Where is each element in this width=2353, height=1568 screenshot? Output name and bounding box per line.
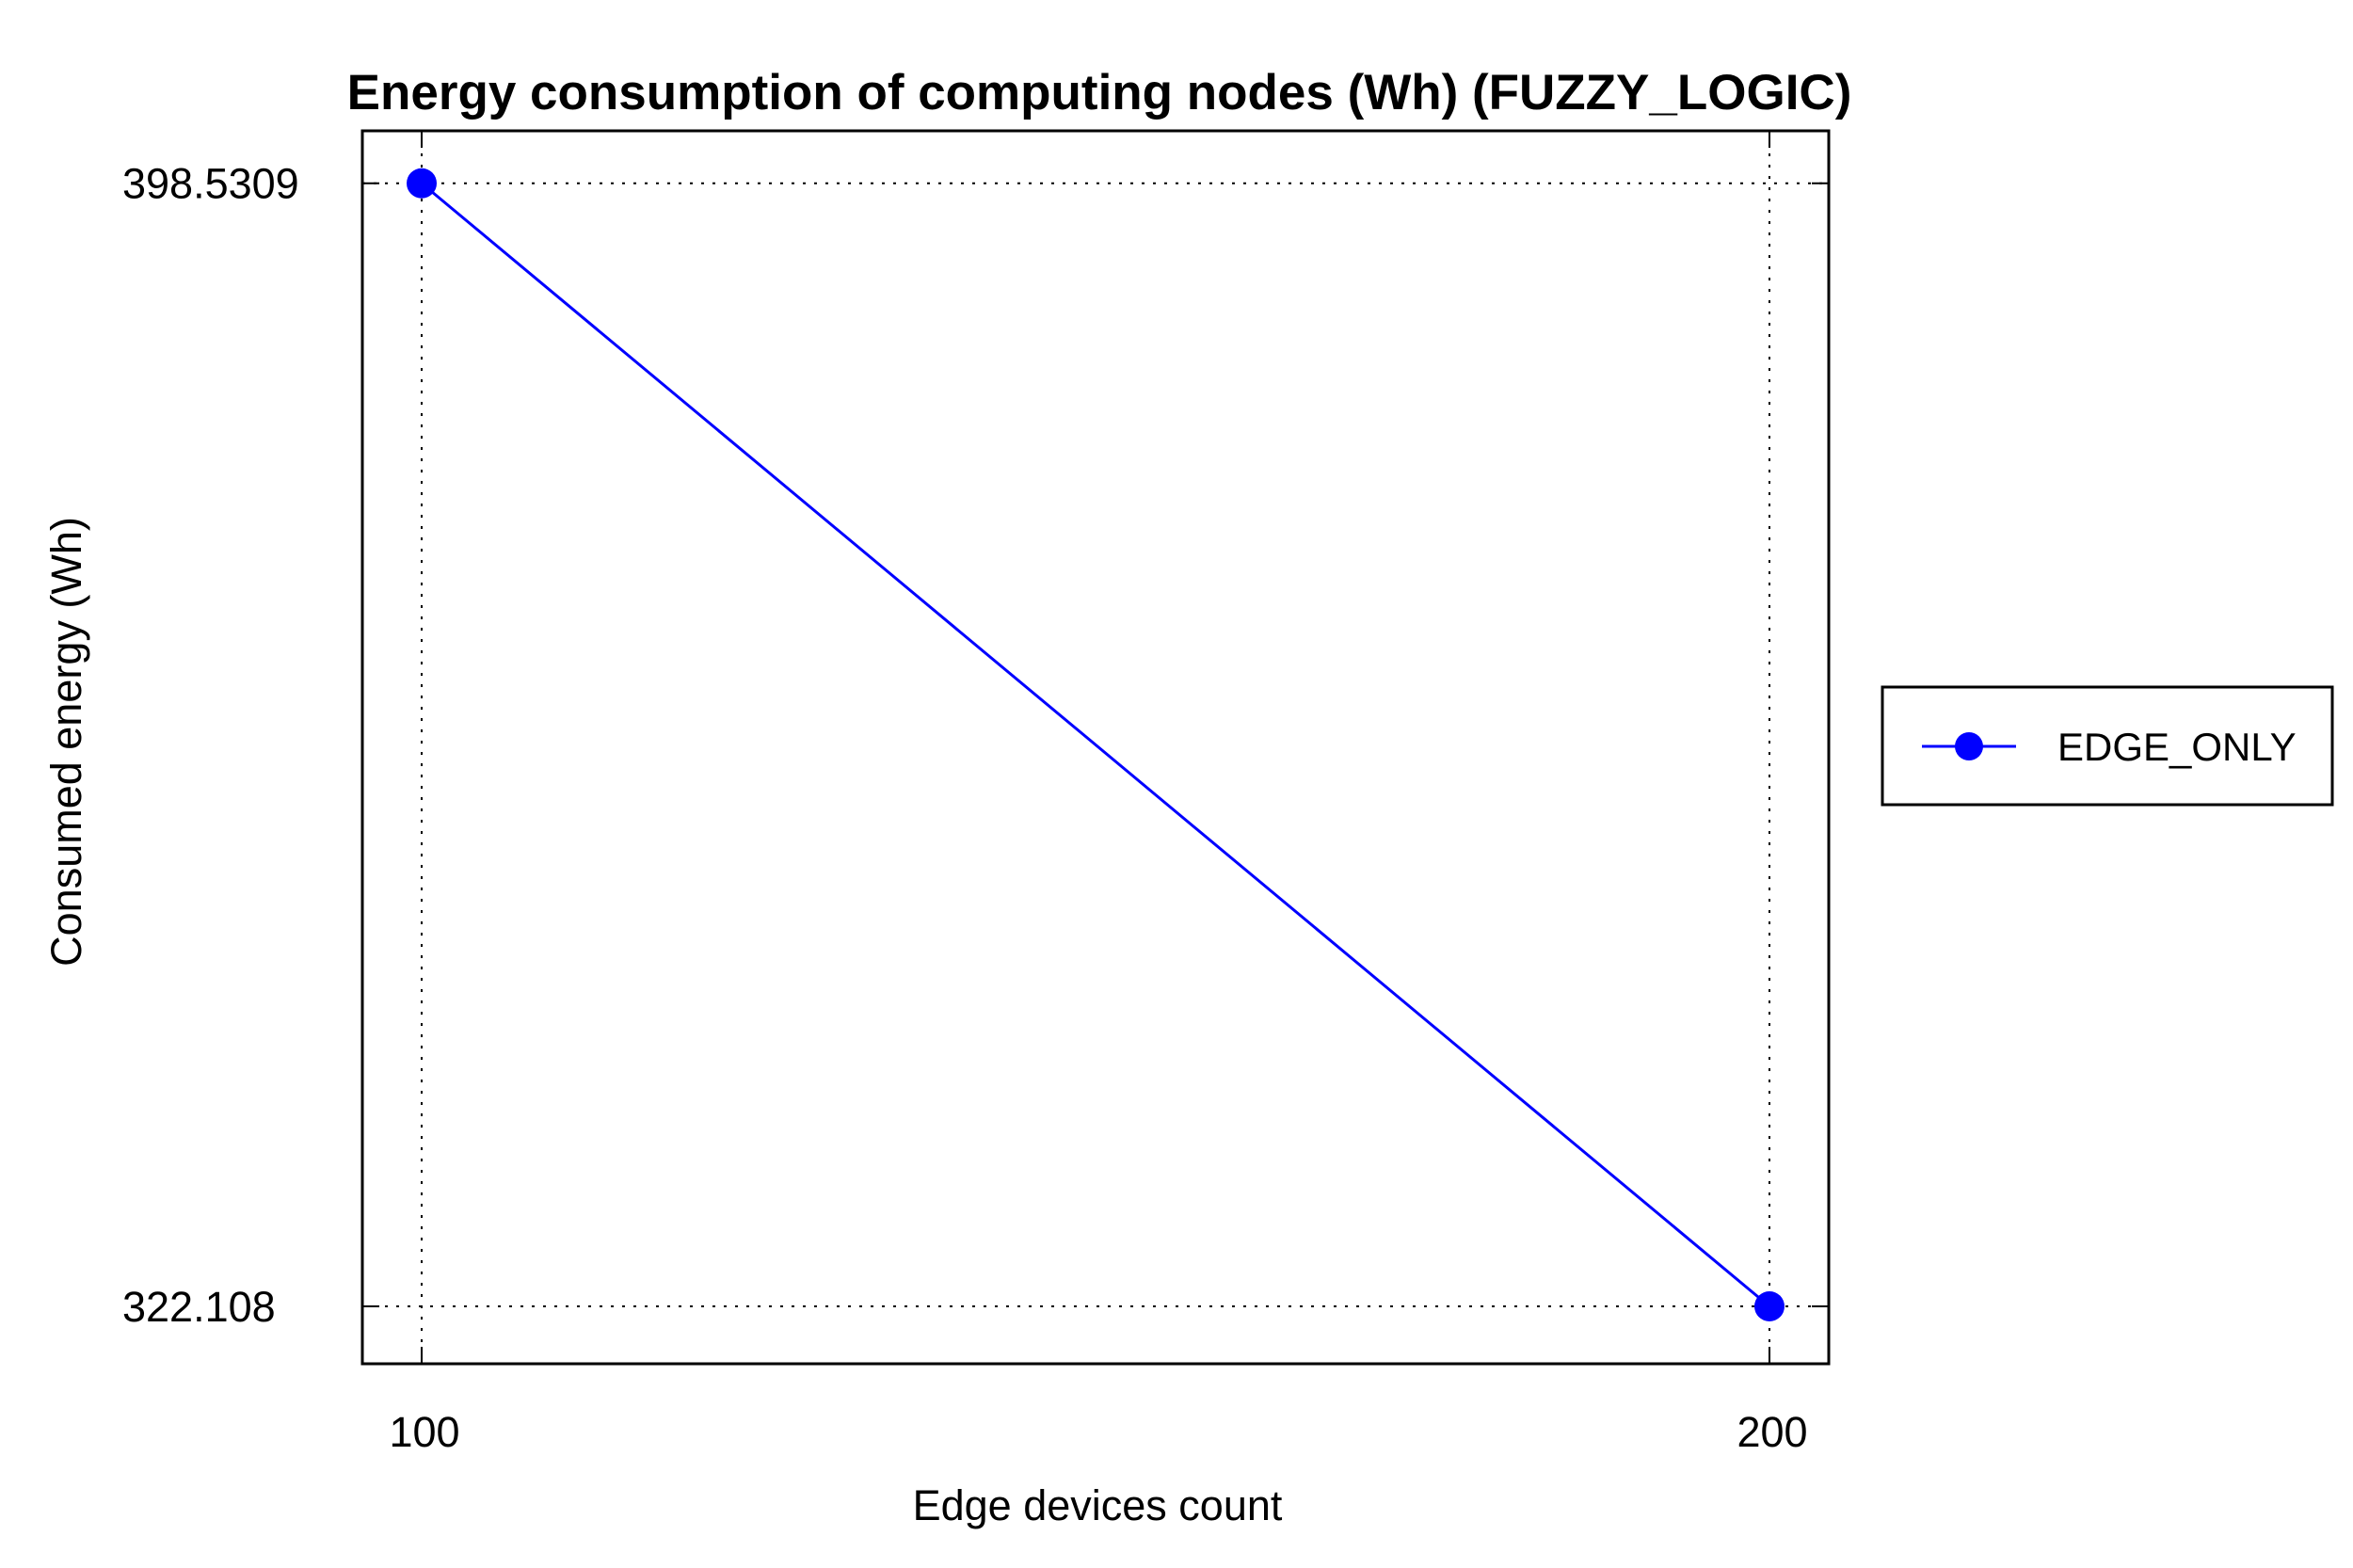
- x-axis-label: Edge devices count: [913, 1481, 1283, 1529]
- plot-frame: [360, 129, 1831, 1366]
- x-tick-label: 200: [1737, 1408, 1807, 1456]
- legend: EDGE_ONLY: [1881, 685, 2334, 807]
- legend-label: EDGE_ONLY: [2057, 725, 2297, 769]
- chart-title: Energy consumption of computing nodes (W…: [347, 65, 1852, 120]
- y-tick-label: 398.5309: [122, 160, 299, 208]
- legend-marker: [1955, 732, 1983, 760]
- y-tick-label: 322.108: [122, 1283, 276, 1331]
- data-point: [1753, 1290, 1785, 1321]
- series-layer: [407, 168, 1785, 1321]
- x-tick-label: 100: [389, 1408, 459, 1456]
- series-line-0: [421, 182, 1770, 1308]
- y-axis-label: Consumed energy (Wh): [42, 517, 90, 967]
- data-point: [407, 168, 438, 199]
- ticks: 100 200 398.5309 322.108: [122, 131, 1829, 1456]
- grid: [362, 131, 1829, 1364]
